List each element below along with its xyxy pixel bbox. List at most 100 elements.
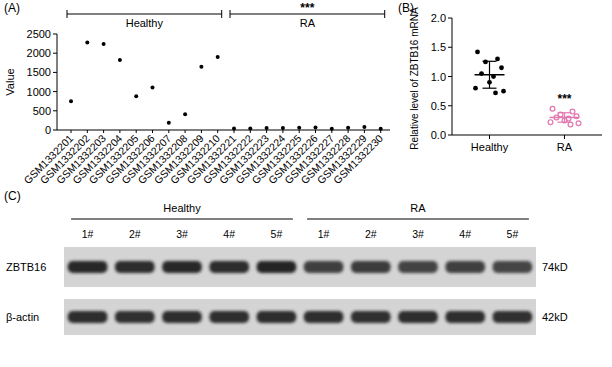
lane-label: 4# [223, 228, 235, 240]
group-label: Healthy [163, 202, 201, 214]
error-stem [564, 113, 565, 122]
point [495, 57, 500, 62]
y-tick-label: 1000 [27, 86, 51, 98]
band [304, 311, 344, 323]
point [281, 126, 285, 130]
error-bar [483, 61, 497, 88]
size-label: 42kD [542, 311, 568, 323]
point [265, 126, 269, 130]
x-tick [152, 130, 153, 133]
panel-label: (C) [4, 189, 21, 203]
group-line [71, 219, 293, 220]
x-tick-label: GSM1332230 [331, 132, 385, 186]
point [346, 126, 350, 130]
y-tick-label: 500 [33, 105, 51, 117]
band-row [68, 261, 532, 273]
band [493, 311, 533, 323]
marks [473, 50, 581, 127]
band [209, 311, 249, 323]
x-tick [489, 135, 490, 139]
group-line [307, 219, 529, 220]
error-cap [483, 61, 497, 62]
point [548, 120, 553, 125]
x-tick [266, 130, 267, 133]
x-axis [452, 135, 602, 136]
error-bar [558, 113, 572, 122]
y-tick-label: 1.0 [431, 71, 446, 83]
y-tick [448, 47, 452, 48]
lane-label: 2# [365, 228, 377, 240]
y-tick [448, 105, 452, 106]
x-tick [299, 130, 300, 133]
x-tick [564, 135, 565, 139]
point [314, 126, 318, 130]
band [115, 311, 155, 323]
band [398, 261, 438, 273]
band [257, 311, 297, 323]
y-tick [448, 18, 452, 19]
y-axis [57, 34, 58, 130]
point [330, 127, 334, 131]
lane-label: 3# [412, 228, 424, 240]
x-axis [57, 130, 390, 131]
y-tick-label: 2500 [27, 28, 51, 40]
band [304, 261, 344, 273]
band [68, 311, 108, 323]
group-bracket-end [221, 10, 222, 18]
point [167, 121, 171, 125]
group-label: RA [300, 17, 316, 29]
point [499, 65, 504, 70]
point [568, 122, 573, 127]
point [550, 106, 555, 111]
x-tick [315, 130, 316, 133]
band [351, 311, 391, 323]
x-tick-label: RA [557, 141, 573, 153]
y-axis-title: Value [4, 68, 16, 95]
lane-label: 5# [507, 228, 519, 240]
figure: (A)05001000150020002500ValueGSM1332201GS… [0, 0, 612, 367]
point [118, 58, 122, 62]
lane-label: 2# [129, 228, 141, 240]
point [576, 121, 581, 126]
x-tick [217, 130, 218, 133]
point [216, 55, 220, 59]
point [102, 42, 106, 46]
y-tick-label: 2000 [27, 47, 51, 59]
y-axis-title: Relative level of ZBTB16 mRNA [409, 7, 420, 150]
x-tick [103, 130, 104, 133]
row-label: β-actin [6, 311, 39, 323]
point [475, 50, 480, 55]
point [199, 65, 203, 69]
y-tick [448, 76, 452, 77]
row-label: ZBTB16 [6, 261, 46, 273]
y-tick [53, 72, 57, 73]
group-bracket-end [67, 10, 68, 18]
error-cap [558, 122, 572, 123]
y-tick [53, 110, 57, 111]
point [362, 125, 366, 129]
blot-membrane [64, 299, 536, 335]
band [209, 261, 249, 273]
y-tick-label: 1.5 [431, 41, 446, 53]
x-tick-label: Healthy [471, 141, 509, 153]
point [379, 127, 383, 131]
significance: *** [300, 1, 314, 15]
y-tick-label: 0 [45, 124, 51, 136]
point [183, 112, 187, 116]
y-tick [53, 91, 57, 92]
band [257, 261, 297, 273]
blot-membrane [64, 247, 536, 287]
panel-label: (A) [4, 1, 20, 15]
x-tick [364, 130, 365, 133]
lane-label: 1# [318, 228, 330, 240]
x-tick [201, 130, 202, 133]
x-tick [185, 130, 186, 133]
x-tick [87, 130, 88, 133]
band [68, 261, 108, 273]
group-label: Healthy [126, 17, 164, 29]
band-row [68, 311, 532, 323]
band [162, 261, 202, 273]
point [501, 89, 506, 94]
point [473, 86, 478, 91]
x-tick [119, 130, 120, 133]
